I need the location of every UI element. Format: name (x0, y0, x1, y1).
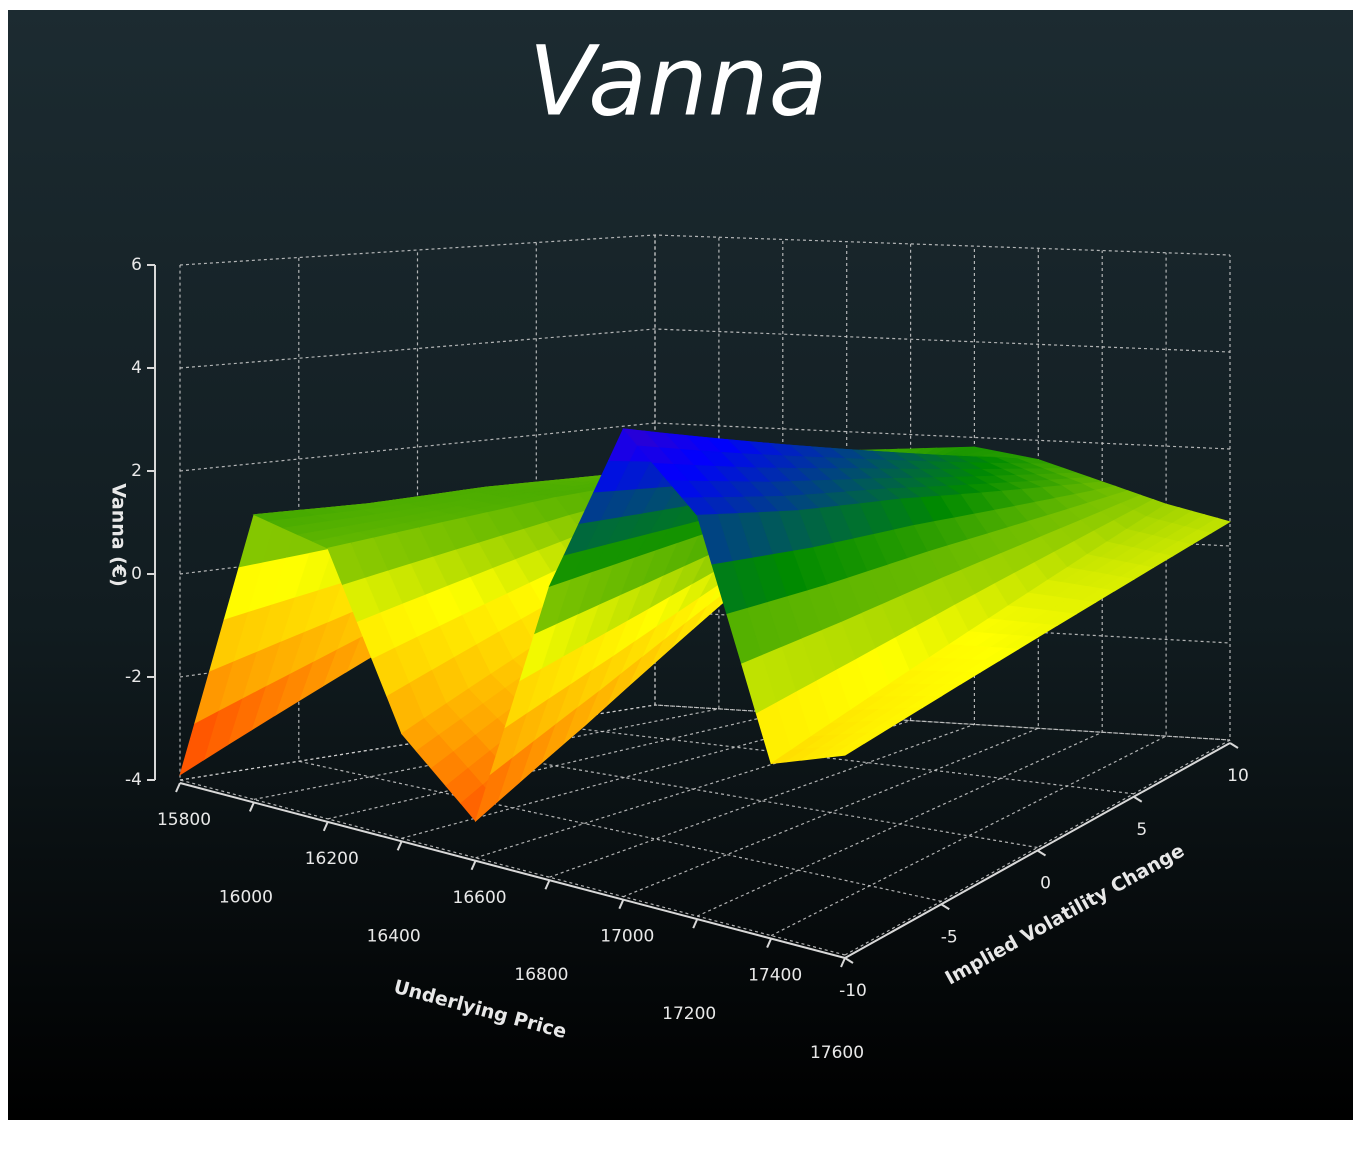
x-axis (179, 782, 846, 959)
x-tick-label: 16200 (305, 849, 359, 869)
z-tick-label: -10 (839, 981, 867, 1001)
y-tick-label: -2 (125, 667, 142, 687)
chart-background: Vanna 15800 16000 16200 16400 16600 16800 1700… (8, 10, 1353, 1120)
x-tick-label: 16000 (219, 887, 273, 907)
x-tick-label: 16800 (514, 965, 568, 985)
z-tick (940, 903, 950, 911)
x-tick (322, 821, 329, 832)
x-axis-title: Underlying Price (391, 976, 569, 1043)
grid-line (327, 239, 784, 820)
grid-line (770, 252, 1167, 937)
z-tick (844, 957, 854, 964)
z-tick (1133, 795, 1143, 803)
y-tick-label: 2 (131, 461, 142, 481)
x-tick-label: 16400 (367, 926, 421, 946)
x-tick (618, 899, 625, 910)
chart-title: Vanna (529, 25, 828, 137)
x-tick (396, 840, 403, 851)
y-tick-label: -4 (125, 770, 142, 790)
y-tick-label: 6 (131, 255, 142, 275)
z-tick-label: 0 (1040, 874, 1051, 894)
x-tick (248, 802, 255, 812)
x-tick-label: 15800 (157, 810, 211, 830)
surface-cell (829, 742, 865, 758)
x-tick (175, 782, 181, 793)
z-tick-label: -5 (941, 927, 958, 947)
x-tick (470, 860, 477, 871)
grid (179, 234, 1231, 956)
grid-line (179, 704, 1231, 781)
y-axis-title: Vanna (€) (108, 483, 130, 587)
z-tick-label: 10 (1227, 766, 1249, 786)
x-tick (544, 879, 551, 890)
y-tick-label: 4 (131, 358, 142, 378)
z-tick (1036, 849, 1047, 857)
x-tick-label: 17200 (662, 1004, 716, 1024)
x-tick-label: 16600 (453, 888, 507, 908)
y-tick-label: 0 (131, 564, 142, 584)
x-tick (692, 918, 699, 929)
x-tick-label: 17600 (810, 1043, 864, 1063)
chart: Vanna 15800 16000 16200 16400 16600 16800 1700… (108, 25, 1249, 1063)
x-tick-label: 17000 (600, 927, 654, 947)
x-tick (840, 957, 846, 968)
grid-line (179, 265, 846, 956)
grid-line (179, 328, 1231, 369)
grid-line (179, 234, 1231, 266)
x-tick-label: 17400 (748, 966, 802, 986)
surface (179, 428, 1232, 823)
x-tick (766, 938, 773, 948)
grid-line (253, 237, 720, 800)
z-tick-label: 5 (1136, 820, 1147, 840)
z-tick (1229, 742, 1239, 749)
z-axis-title: Implied Volatility Change (942, 840, 1189, 990)
